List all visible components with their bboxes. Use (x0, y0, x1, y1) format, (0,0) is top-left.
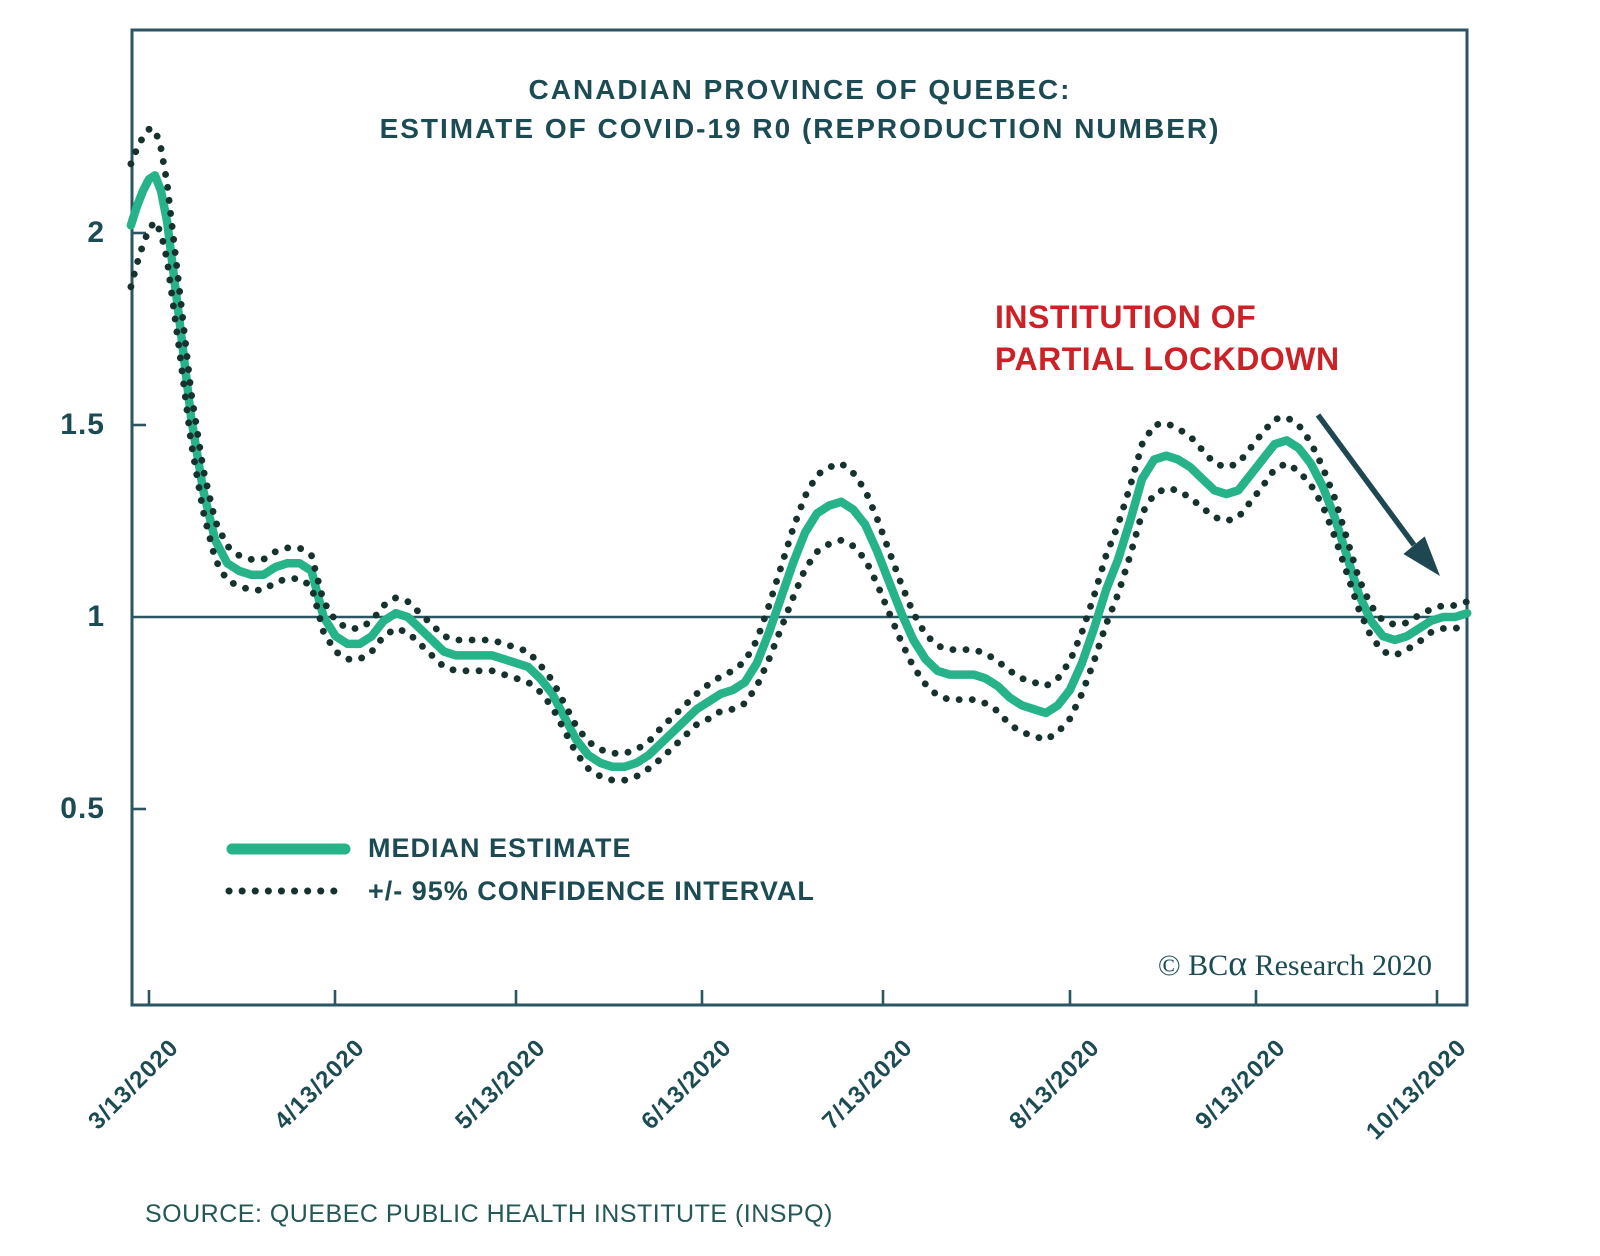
y-axis-label-1-5: 1.5 (60, 408, 105, 441)
lockdown-arrow-shaft (1315, 413, 1417, 547)
legend-median-label: MEDIAN ESTIMATE (368, 833, 632, 863)
source-text: SOURCE: QUEBEC PUBLIC HEALTH INSTITUTE (… (145, 1200, 833, 1228)
lockdown-annotation-line1: INSTITUTION OF (995, 299, 1257, 335)
copyright-suffix: Research 2020 (1247, 949, 1432, 982)
lockdown-annotation: INSTITUTION OF PARTIAL LOCKDOWN (995, 296, 1340, 380)
copyright-prefix: © BC (1157, 949, 1229, 982)
lockdown-annotation-line2: PARTIAL LOCKDOWN (995, 341, 1340, 377)
copyright-alpha-glyph: α (1228, 943, 1248, 983)
lockdown-arrow-head (1403, 536, 1440, 576)
y-axis-label-0-5: 0.5 (60, 792, 105, 825)
ci-upper-line (127, 125, 1471, 757)
chart-title-line2: ESTIMATE OF COVID-19 R0 (REPRODUCTION NU… (379, 113, 1221, 144)
median-line (126, 171, 1472, 772)
chart-title: CANADIAN PROVINCE OF QUEBEC: ESTIMATE OF… (133, 70, 1467, 148)
y-axis-label-2: 2 (87, 216, 105, 249)
copyright-text: © BCα Research 2020 (1032, 945, 1432, 983)
chart-title-line1: CANADIAN PROVINCE OF QUEBEC: (528, 74, 1072, 105)
plot-border (130, 28, 1469, 1007)
y-axis-label-1: 1 (87, 600, 105, 633)
ci-lower-line (127, 218, 1471, 784)
legend-ci-label: +/- 95% CONFIDENCE INTERVAL (368, 876, 815, 906)
